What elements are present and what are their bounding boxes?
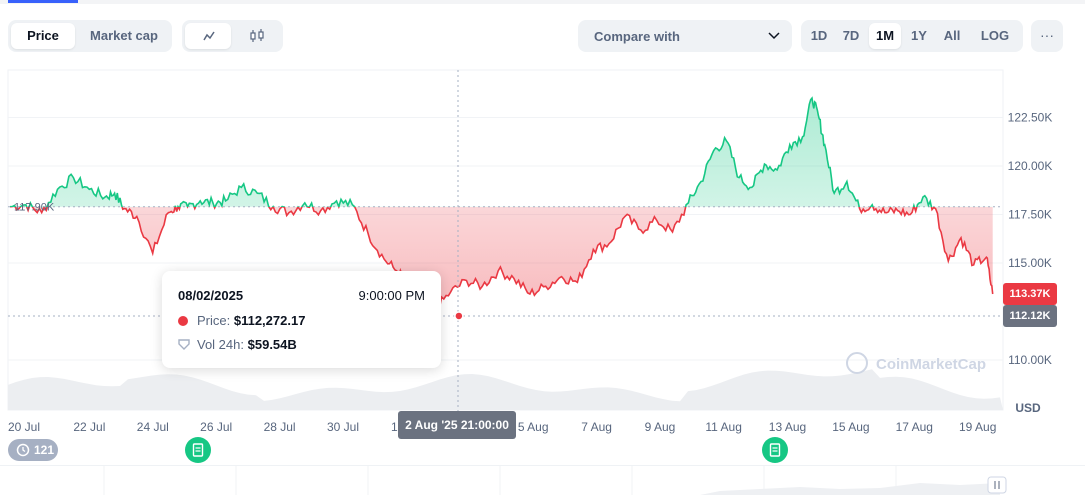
x-tick-label: 11 Aug bbox=[705, 420, 742, 434]
candlestick-icon bbox=[250, 29, 264, 42]
area-above-baseline bbox=[10, 98, 993, 207]
document-icon bbox=[769, 443, 781, 457]
price-line-up bbox=[9, 96, 935, 207]
tooltip-price-label: Price: bbox=[197, 313, 231, 328]
tooltip-time: 9:00:00 PM bbox=[358, 288, 426, 303]
current-price-badge: 113.37K bbox=[1003, 283, 1057, 306]
y-tick-label: 120.00K bbox=[1008, 159, 1053, 173]
range-all[interactable]: All bbox=[943, 28, 961, 43]
y-tick-label: 117.50K bbox=[1008, 208, 1052, 222]
active-tab-accent bbox=[8, 0, 78, 3]
x-tick-label: 9 Aug bbox=[644, 420, 676, 434]
volume-icon bbox=[178, 339, 190, 350]
coinmarketcap-watermark: CoinMarketCap bbox=[846, 352, 986, 374]
range-1y[interactable]: 1Y bbox=[911, 28, 927, 43]
y-tick-label: 110.00K bbox=[1008, 353, 1052, 367]
events-count: 121 bbox=[34, 443, 55, 457]
x-tick-label: 20 Jul bbox=[8, 420, 41, 434]
x-tick-label: 15 Aug bbox=[832, 420, 870, 434]
y-unit-label: USD bbox=[1015, 401, 1041, 415]
navigator-handle[interactable] bbox=[987, 476, 1007, 494]
line-chart-button[interactable] bbox=[185, 23, 231, 49]
x-tick-label: 7 Aug bbox=[581, 420, 612, 434]
tooltip-vol-value: $59.54B bbox=[247, 337, 297, 352]
range-1m[interactable]: 1M bbox=[869, 23, 901, 49]
baseline-label: 117.90K bbox=[14, 202, 55, 214]
crosshair-price-badge: 112.12K bbox=[1003, 304, 1057, 327]
y-tick-label: 122.50K bbox=[1008, 111, 1053, 125]
metric-toggle: Price Market cap bbox=[8, 20, 172, 52]
watermark-text: CoinMarketCap bbox=[876, 356, 986, 373]
range-1d[interactable]: 1D bbox=[810, 28, 828, 43]
chart-type-toggle bbox=[182, 20, 283, 52]
tooltip-price-value: $112,272.17 bbox=[233, 313, 306, 328]
price-line-down bbox=[10, 207, 994, 311]
x-tick-label: 17 Aug bbox=[895, 420, 933, 434]
x-tick-label: 24 Jul bbox=[136, 420, 169, 434]
range-navigator[interactable] bbox=[0, 465, 1085, 495]
news-flag-26-jul[interactable] bbox=[185, 437, 211, 463]
price-tab[interactable]: Price bbox=[11, 23, 75, 49]
market-cap-tab[interactable]: Market cap bbox=[90, 28, 158, 43]
y-axis-labels: 110.00K 115.00K 117.50K 120.00K 122.50K bbox=[1008, 111, 1053, 368]
tooltip-date: 08/02/2025 bbox=[178, 288, 244, 303]
x-tick-label: 26 Jul bbox=[200, 420, 233, 434]
price-dot-icon bbox=[178, 316, 188, 326]
area-below-baseline bbox=[15, 207, 993, 310]
time-range-selector: 1D 7D 1M 1Y All LOG bbox=[801, 20, 1023, 52]
tooltip-vol-label: Vol 24h: bbox=[197, 337, 244, 352]
hover-point bbox=[454, 311, 464, 321]
compare-label: Compare with bbox=[594, 29, 680, 44]
y-tick-label: 115.00K bbox=[1008, 256, 1052, 270]
compare-dropdown[interactable]: Compare with bbox=[578, 20, 792, 52]
x-tick-label: 19 Aug bbox=[959, 420, 997, 434]
range-log[interactable]: LOG bbox=[980, 28, 1010, 43]
x-tick-label: 22 Jul bbox=[73, 420, 106, 434]
price-tooltip: 08/02/2025 9:00:00 PM Price: $112,272.17… bbox=[162, 271, 441, 368]
volume-area bbox=[8, 369, 1003, 410]
events-counter[interactable]: 121 bbox=[8, 439, 58, 461]
history-icon bbox=[16, 443, 30, 457]
crosshair-date-badge: 2 Aug '25 21:00:00 bbox=[398, 411, 516, 439]
x-tick-label: 28 Jul bbox=[263, 420, 296, 434]
range-7d[interactable]: 7D bbox=[842, 28, 860, 43]
navigator-volume bbox=[700, 483, 1000, 495]
chevron-down-icon bbox=[768, 32, 780, 40]
top-tab-underline bbox=[0, 0, 1085, 4]
x-tick-label: 5 Aug bbox=[517, 420, 549, 434]
candlestick-button[interactable] bbox=[234, 23, 280, 49]
coinmarketcap-logo-icon bbox=[846, 352, 868, 374]
more-options-button[interactable]: ··· bbox=[1031, 20, 1063, 52]
document-icon bbox=[192, 443, 204, 457]
x-tick-label: 13 Aug bbox=[768, 420, 807, 434]
line-chart-icon bbox=[203, 31, 215, 41]
news-flag-13-aug[interactable] bbox=[762, 437, 788, 463]
x-tick-label: 30 Jul bbox=[326, 420, 360, 434]
price-fill bbox=[10, 98, 993, 310]
